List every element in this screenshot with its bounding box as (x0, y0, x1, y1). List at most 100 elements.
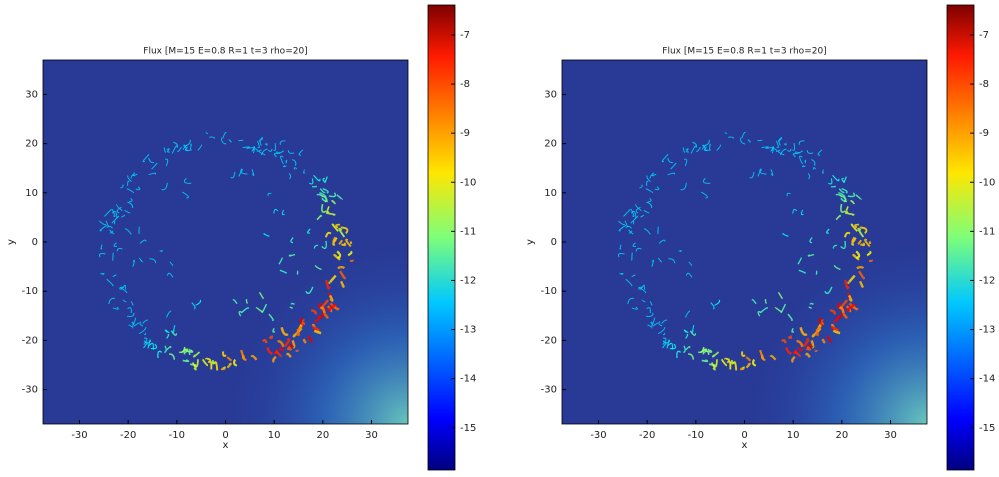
flux-feature (127, 175, 132, 183)
y-tick-label: 0 (551, 237, 557, 248)
flux-feature (685, 150, 690, 153)
flux-feature (832, 244, 838, 249)
flux-feature (619, 244, 622, 250)
flux-feature (814, 331, 819, 337)
flux-feature (268, 313, 274, 321)
flux-feature (683, 345, 686, 354)
flux-feature (703, 146, 711, 152)
flux-feature (741, 131, 746, 139)
flux-feature (127, 201, 134, 209)
flux-feature (166, 333, 170, 339)
flux-feature (802, 338, 810, 348)
flux-feature (338, 227, 346, 238)
flux-feature (847, 294, 853, 302)
flux-feature (305, 286, 314, 295)
flux-feature (683, 329, 689, 334)
flux-feature (289, 306, 293, 309)
flux-feature (843, 231, 851, 238)
flux-feature (328, 274, 337, 284)
flux-feature (100, 244, 103, 250)
flux-feature (127, 180, 130, 186)
flux-feature (807, 172, 811, 180)
flux-feature (99, 224, 108, 232)
flux-feature (226, 362, 232, 369)
flux-feature (798, 269, 806, 274)
flux-feature (254, 148, 259, 153)
flux-feature (851, 236, 856, 243)
flux-feature (724, 132, 728, 135)
flux-feature (184, 146, 192, 152)
flux-feature (751, 358, 757, 367)
chart-title: Flux [M=15 E=0.8 R=1 t=3 rho=20] (662, 47, 826, 57)
flux-feature (764, 299, 768, 305)
x-tick-label: 0 (222, 430, 228, 441)
flux-feature (287, 150, 295, 154)
flux-feature (649, 301, 653, 306)
flux-feature (290, 302, 295, 305)
flux-feature (770, 169, 774, 177)
flux-feature (166, 272, 174, 278)
flux-feature (798, 140, 805, 146)
flux-feature (345, 238, 352, 248)
flux-feature (332, 236, 337, 243)
flux-feature (191, 302, 196, 310)
flux-feature (646, 175, 651, 183)
flux-feature (182, 191, 189, 199)
chart-title: Flux [M=15 E=0.8 R=1 t=3 rho=20] (143, 47, 307, 57)
flux-feature (833, 315, 841, 323)
colorbar-tick-label: -15 (460, 423, 476, 434)
flux-feature (106, 278, 114, 287)
flux-feature (319, 188, 326, 194)
flux-feature (826, 228, 830, 234)
flux-feature (116, 206, 122, 214)
x-tick-label: -10 (169, 430, 185, 441)
flux-feature (680, 182, 687, 191)
flux-feature (685, 272, 693, 278)
flux-feature (859, 226, 868, 234)
flux-feature (319, 306, 326, 314)
flux-feature (285, 159, 288, 164)
flux-feature (793, 350, 802, 358)
flux-feature (292, 159, 297, 166)
colorbar-tick-label: -14 (460, 374, 476, 385)
flux-feature (844, 279, 850, 290)
flux-feature (809, 302, 814, 305)
flux-feature (280, 326, 289, 336)
flux-feature (857, 239, 862, 245)
flux-feature (331, 199, 337, 205)
flux-feature (326, 206, 330, 215)
flux-feature (726, 360, 732, 370)
flux-feature (773, 148, 778, 153)
flux-feature (120, 284, 126, 291)
y-tick-label: 20 (25, 139, 38, 150)
colorbar (427, 4, 456, 471)
y-axis-label: y (525, 239, 536, 245)
flux-feature (821, 338, 826, 344)
flux-feature (635, 204, 642, 212)
flux-feature (802, 165, 806, 168)
flux-feature (796, 339, 804, 348)
flux-feature (111, 215, 120, 224)
flux-feature (230, 171, 236, 179)
flux-feature (98, 253, 106, 258)
flux-feature (782, 232, 789, 237)
flux-feature (301, 319, 306, 325)
flux-feature (856, 266, 865, 270)
heatmap-image (43, 60, 408, 424)
flux-feature (121, 214, 126, 218)
flux-feature (658, 239, 666, 244)
flux-feature (278, 346, 284, 352)
flux-feature (624, 220, 629, 228)
flux-feature (325, 279, 331, 290)
flux-feature (643, 228, 651, 235)
flux-feature (296, 326, 303, 332)
flux-feature (124, 210, 131, 214)
flux-feature (807, 253, 815, 257)
flux-feature (339, 270, 347, 280)
flux-feature (799, 326, 808, 336)
flux-feature (338, 239, 343, 245)
colorbar-tick-label: -7 (460, 30, 470, 41)
flux-feature (843, 176, 847, 183)
flux-feature (625, 225, 632, 229)
flux-feature (814, 349, 818, 352)
